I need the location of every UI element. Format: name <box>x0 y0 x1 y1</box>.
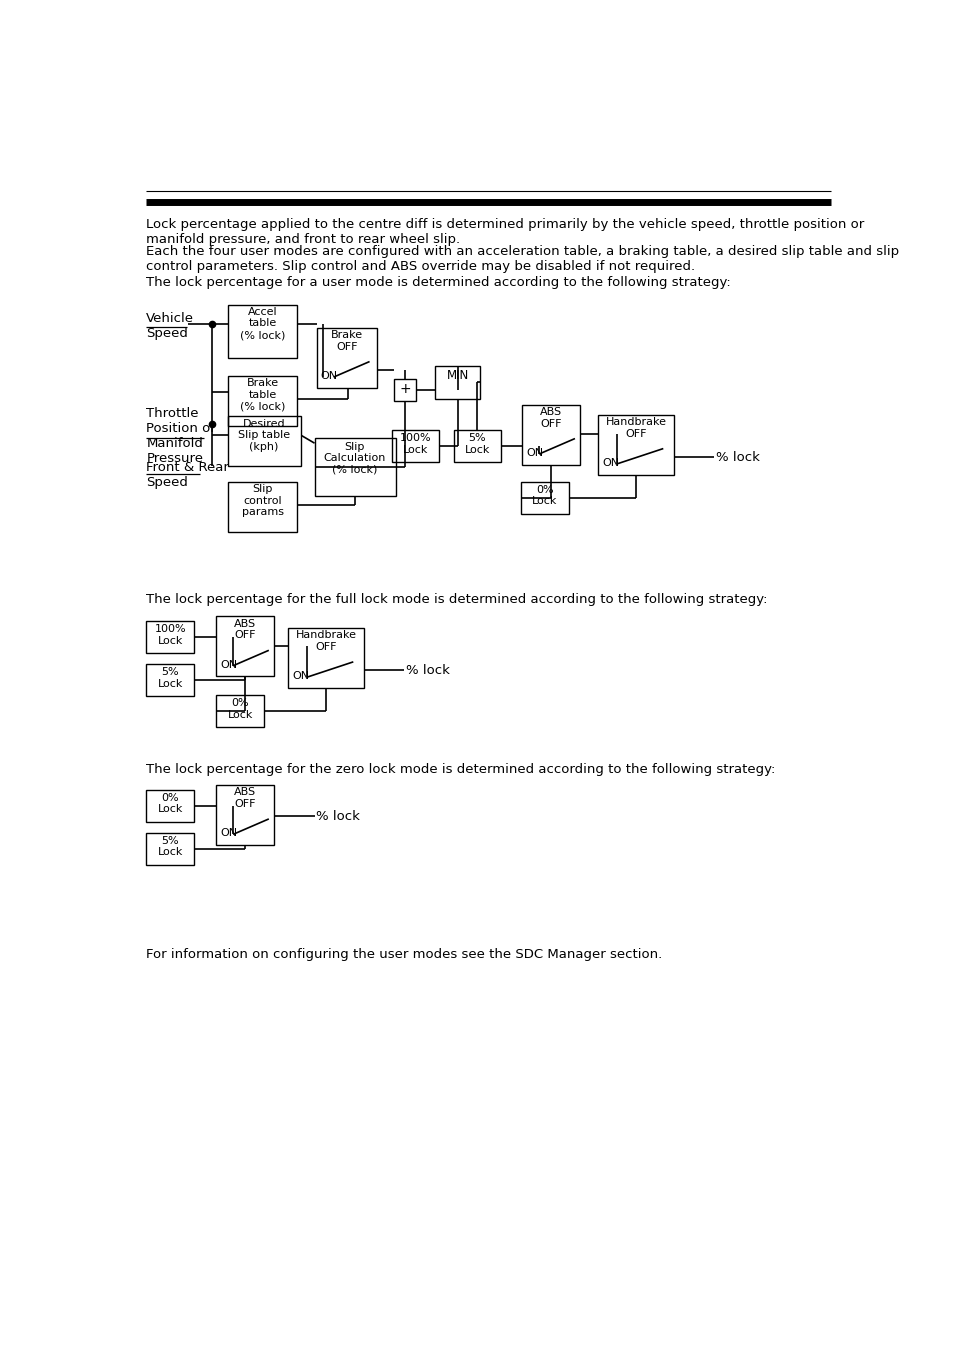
Bar <box>228 376 297 426</box>
Bar <box>216 616 274 677</box>
Text: Throttle
Position or
Manifold
Pressure: Throttle Position or Manifold Pressure <box>146 407 216 465</box>
Text: +: + <box>399 381 411 396</box>
Text: Handbrake
OFF: Handbrake OFF <box>605 417 666 439</box>
Bar <box>314 438 395 496</box>
Text: Slip
Calculation
(% lock): Slip Calculation (% lock) <box>323 442 386 474</box>
Text: Brake
OFF: Brake OFF <box>331 330 363 351</box>
Bar <box>146 621 194 654</box>
Text: 0%
Lock: 0% Lock <box>227 698 253 720</box>
Text: % lock: % lock <box>716 451 760 463</box>
Bar <box>435 366 480 399</box>
Text: ABS
OFF: ABS OFF <box>233 788 255 809</box>
Text: ABS
OFF: ABS OFF <box>233 619 255 640</box>
Bar <box>216 694 264 727</box>
Text: ON: ON <box>525 447 542 458</box>
Text: 100%
Lock: 100% Lock <box>399 434 431 455</box>
Text: The lock percentage for a user mode is determined according to the following str: The lock percentage for a user mode is d… <box>146 276 730 289</box>
Text: Desired
Slip table
(kph): Desired Slip table (kph) <box>238 419 290 451</box>
Text: % lock: % lock <box>315 809 359 823</box>
Bar <box>598 415 674 474</box>
Text: For information on configuring the user modes see the SDC Manager section.: For information on configuring the user … <box>146 947 662 961</box>
Bar <box>394 380 416 401</box>
Text: MIN: MIN <box>446 369 469 382</box>
Bar <box>316 328 377 388</box>
Bar <box>228 416 301 466</box>
Text: ABS
OFF: ABS OFF <box>539 407 561 428</box>
Text: 0%
Lock: 0% Lock <box>157 793 183 815</box>
Text: ON: ON <box>220 828 237 838</box>
Bar <box>146 665 194 697</box>
Text: 5%
Lock: 5% Lock <box>464 434 490 455</box>
Bar <box>454 430 500 462</box>
Text: % lock: % lock <box>406 665 450 677</box>
Text: ON: ON <box>292 671 309 681</box>
Text: 5%
Lock: 5% Lock <box>157 836 183 858</box>
Text: Vehicle
Speed: Vehicle Speed <box>146 312 194 340</box>
Bar <box>216 785 274 846</box>
Text: Accel
table
(% lock): Accel table (% lock) <box>240 307 285 340</box>
Text: Each the four user modes are configured with an acceleration table, a braking ta: Each the four user modes are configured … <box>146 246 899 273</box>
Text: 5%
Lock: 5% Lock <box>157 667 183 689</box>
Text: Slip
control
params: Slip control params <box>241 484 283 517</box>
Bar <box>520 482 568 513</box>
Text: Brake
table
(% lock): Brake table (% lock) <box>240 378 285 412</box>
Bar <box>228 304 297 358</box>
Text: Lock percentage applied to the centre diff is determined primarily by the vehicl: Lock percentage applied to the centre di… <box>146 218 863 246</box>
Bar <box>288 628 364 688</box>
Bar <box>392 430 438 462</box>
Bar <box>521 405 579 465</box>
Bar <box>146 832 194 865</box>
Text: The lock percentage for the full lock mode is determined according to the follow: The lock percentage for the full lock mo… <box>146 593 767 607</box>
Text: The lock percentage for the zero lock mode is determined according to the follow: The lock percentage for the zero lock mo… <box>146 763 775 775</box>
Bar <box>146 790 194 821</box>
Text: Handbrake
OFF: Handbrake OFF <box>295 631 356 653</box>
Bar <box>228 482 297 532</box>
Text: ON: ON <box>601 458 618 467</box>
Text: Front & Rear
Speed: Front & Rear Speed <box>146 461 229 489</box>
Text: ON: ON <box>320 370 337 381</box>
Text: 0%
Lock: 0% Lock <box>532 485 557 507</box>
Text: 100%
Lock: 100% Lock <box>154 624 186 646</box>
Text: ON: ON <box>220 659 237 670</box>
